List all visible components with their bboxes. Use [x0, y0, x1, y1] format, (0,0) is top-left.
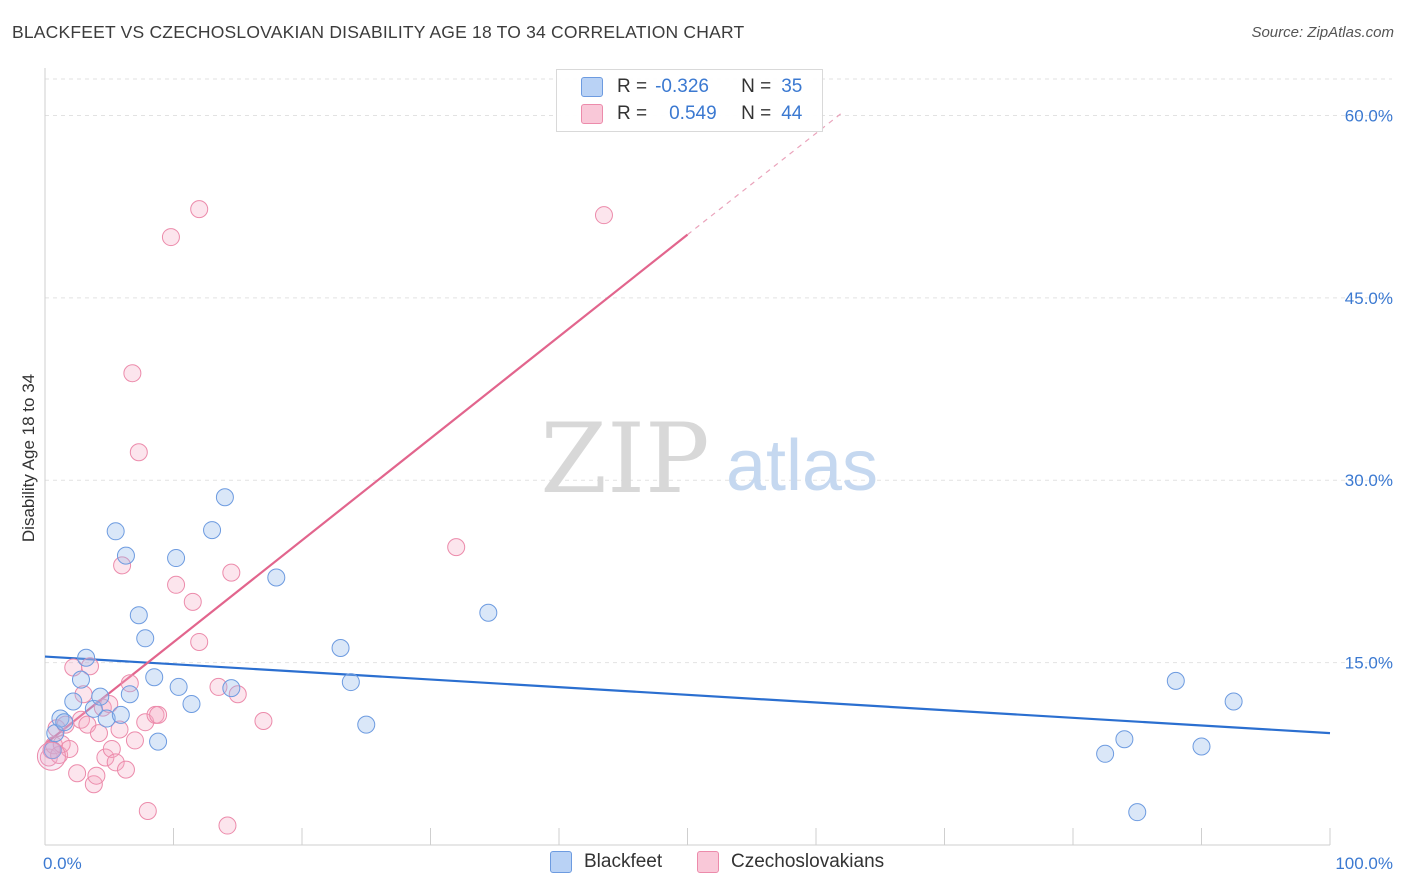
blackfeet-point — [149, 732, 168, 751]
blackfeet-point — [267, 568, 286, 587]
blackfeet-point — [145, 668, 164, 687]
blackfeet-point — [341, 673, 360, 692]
tick-labels: 15.0% 30.0% 45.0% 60.0% 0.0% 100.0% — [43, 106, 1393, 873]
trend-lines — [44, 112, 1331, 745]
grid-lines — [45, 78, 1392, 664]
blackfeet-point — [331, 639, 350, 658]
czechoslovakians-point — [68, 764, 87, 783]
czechoslovakians-point — [149, 705, 168, 724]
blackfeet-point — [111, 705, 130, 724]
blackfeet-point — [203, 521, 222, 540]
legend-n-label: N = — [741, 103, 772, 124]
blackfeet-point — [91, 687, 110, 706]
legend-r-value: -0.326 — [655, 76, 709, 97]
blackfeet-point — [1115, 730, 1134, 749]
czechoslovakians-point — [138, 801, 157, 820]
blackfeet-point — [1166, 671, 1185, 690]
czechoslovakians-point — [120, 674, 139, 693]
czechoslovakians-point — [218, 816, 237, 835]
blackfeet-point — [169, 677, 188, 696]
chart-title: BLACKFEET VS CZECHOSLOVAKIAN DISABILITY … — [12, 22, 745, 42]
czechoslovakians-trend-line — [44, 233, 689, 745]
blackfeet-point — [116, 546, 135, 565]
y-axis-label: Disability Age 18 to 34 — [19, 374, 38, 542]
legend-r-label: R = — [617, 76, 648, 97]
blackfeet-point — [43, 741, 62, 760]
czechoslovakians-point — [80, 657, 99, 676]
bottom-legend-label: Czechoslovakians — [731, 851, 885, 872]
czechoslovakians-point — [190, 200, 209, 219]
watermark-zip: ZIP — [540, 403, 709, 515]
blackfeet-point — [55, 713, 74, 732]
legend-n-value: 35 — [781, 76, 803, 97]
blackfeet-point — [71, 670, 90, 689]
czechoslovakians-point — [129, 443, 148, 462]
legend-n-value: 44 — [781, 103, 803, 124]
czechoslovakians-point — [190, 632, 209, 651]
legend-r-value: 0.549 — [669, 103, 717, 124]
legend-row-czechoslovakians: R = 0.549 N = 44 — [581, 102, 802, 126]
legend-r-label: R = — [617, 103, 648, 124]
blackfeet-point — [129, 606, 148, 625]
y-tick-label: 60.0% — [1345, 106, 1393, 125]
axes — [44, 68, 1331, 846]
y-tick-label: 15.0% — [1345, 654, 1393, 673]
blackfeet-point — [1192, 737, 1211, 756]
y-tick-label: 45.0% — [1345, 289, 1393, 308]
x-tick-label: 100.0% — [1335, 854, 1393, 873]
czechoslovakians-point — [89, 724, 108, 743]
bottom-legend-czechoslovakians: Czechoslovakians — [697, 851, 884, 873]
blackfeet-point — [215, 488, 234, 507]
watermark-atlas: atlas — [726, 426, 878, 506]
blackfeet-point — [1224, 692, 1243, 711]
czechoslovakians-point — [125, 731, 144, 750]
czechoslovakians-point — [123, 364, 142, 383]
czechoslovakians-point — [222, 563, 241, 582]
blackfeet-trend-line — [44, 655, 1331, 735]
czechoslovakians-trend-extension — [687, 112, 843, 236]
czechoslovakians-point — [594, 206, 613, 225]
czechoslovakians-point — [183, 592, 202, 611]
blackfeet-point — [64, 692, 83, 711]
bottom-legend-swatch-blackfeet — [550, 851, 572, 873]
czechoslovakians-point — [110, 720, 129, 739]
bottom-legend-blackfeet: Blackfeet — [550, 851, 662, 873]
legend-swatch-blackfeet — [581, 77, 603, 97]
x-tick-label: 0.0% — [43, 854, 82, 873]
bottom-legend-swatch-czechoslovakians — [697, 851, 719, 873]
czechoslovakians-point — [116, 760, 135, 779]
blackfeet-point — [97, 709, 116, 728]
stats-legend: R = -0.326 N = 35 R = 0.549 N = 44 — [556, 69, 823, 132]
czechoslovakians-point — [167, 575, 186, 594]
source-credit: Source: ZipAtlas.com — [1251, 24, 1394, 41]
czechoslovakians-point — [254, 711, 273, 730]
blackfeet-point — [222, 679, 241, 698]
legend-swatch-czechoslovakians — [581, 104, 603, 124]
blackfeet-point — [120, 685, 139, 704]
czechoslovakians-point — [161, 228, 180, 247]
czechoslovakians-point — [209, 677, 228, 696]
blackfeet-point — [136, 629, 155, 648]
blackfeet-point — [357, 715, 376, 734]
blackfeet-point — [1128, 803, 1147, 822]
czechoslovakians-point — [447, 538, 466, 557]
legend-row-blackfeet: R = -0.326 N = 35 — [581, 75, 802, 99]
czechoslovakians-point — [106, 753, 125, 772]
blackfeet-point — [1096, 744, 1115, 763]
legend-n-label: N = — [741, 76, 772, 97]
blackfeet-point — [77, 648, 96, 667]
blackfeet-point — [167, 549, 186, 568]
blackfeet-point — [182, 694, 201, 713]
czechoslovakians-point-cluster — [36, 741, 66, 771]
bottom-legend-label: Blackfeet — [584, 851, 663, 872]
czechoslovakians-point — [102, 739, 121, 758]
y-tick-label: 30.0% — [1345, 471, 1393, 490]
data-points — [36, 200, 1243, 835]
blackfeet-point — [106, 522, 125, 541]
czechoslovakians-point — [113, 556, 132, 575]
blackfeet-point — [479, 603, 498, 622]
czechoslovakians-point — [87, 766, 106, 785]
